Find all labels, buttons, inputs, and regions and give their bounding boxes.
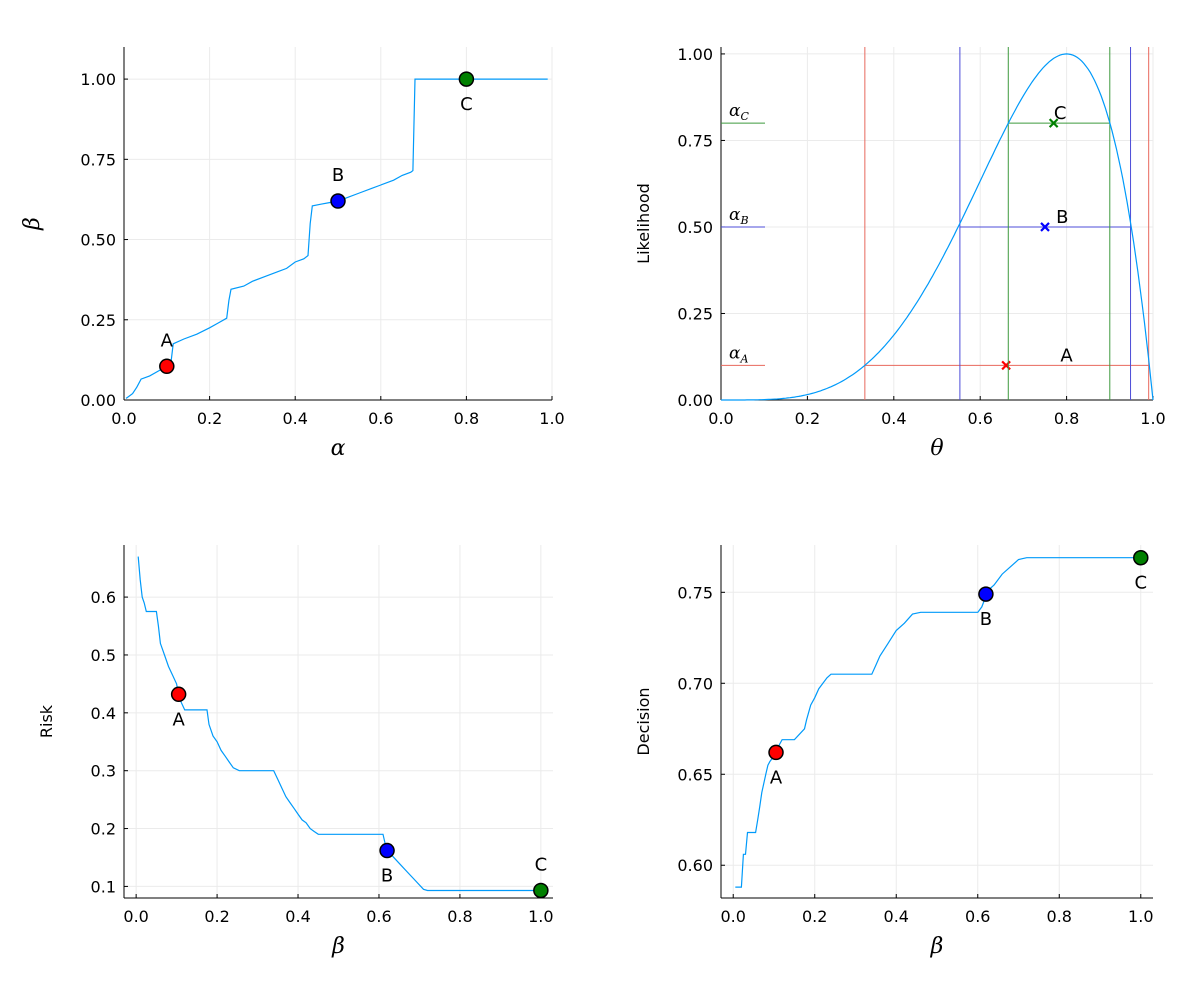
y-tick-label: 0.3 [91,762,116,781]
panel-decision: 0.0 0.2 0.4 0.6 0.8 1.0 0.60 0.65 0.70 0.75 β Decis… [634,545,1154,959]
y-axis-title: Decision [634,687,653,755]
point-c [458,71,475,87]
x-tick-label: 0.8 [454,409,479,428]
x-tick-label: 0.4 [884,907,909,926]
y-tick-label: 0.6 [91,588,116,607]
alpha-subscript: C [740,110,749,123]
estimate-cross-c [1048,118,1059,128]
alpha-symbol: α [729,101,741,121]
y-tick-label: 0.50 [80,231,116,250]
x-tick-label: 0.6 [368,409,393,428]
point-a [159,358,175,375]
beta-curve [125,78,548,399]
alpha-symbol: α [729,343,741,363]
x-tick-label: 0.6 [366,907,391,926]
point-label-a: A [161,330,174,351]
risk-curve [137,556,541,892]
x-tick-label: 0.2 [204,907,229,926]
y-tick-label: 0.5 [91,646,116,665]
x-tick-label: 0.2 [802,907,827,926]
y-tick-label: 0.60 [677,856,713,875]
alpha-subscript: A [739,352,748,365]
panel-beta-vs-alpha: 0.0 0.2 0.4 0.6 0.8 1.0 0.00 0.25 0.50 0.75 1.00 α β… [20,47,565,461]
y-axis-title: β [20,217,45,231]
x-tick-label: 0.8 [1047,907,1072,926]
point-b [379,842,395,859]
point-label-c: C [1134,573,1147,594]
y-tick-label: 0.65 [677,765,713,784]
point-label-b: B [332,165,344,186]
y-tick-label: 0.25 [677,304,713,323]
y-tick-label: 0.25 [80,311,116,330]
point-label-b: B [381,866,393,887]
x-tick-label: 1.0 [528,907,553,926]
x-tick-label: 0.0 [111,409,136,428]
x-tick-label: 0.4 [282,409,307,428]
y-tick-label: 0.1 [91,877,116,896]
x-tick-label: 0.6 [967,409,992,428]
x-axis-title: β [930,934,944,959]
y-tick-label: 0.2 [91,820,116,839]
point-b [330,193,346,209]
x-tick-label: 1.0 [539,409,564,428]
point-a [170,686,187,703]
y-axis-title: Likelihood [634,183,653,264]
point-label-b: B [980,609,992,630]
x-tick-label: 0.6 [965,907,990,926]
x-axis-title: θ [930,436,943,461]
x-tick-label: 1.0 [1128,907,1153,926]
x-tick-label: 0.8 [447,907,472,926]
point-c [533,882,549,899]
y-axis-title: Risk [37,704,56,738]
y-tick-label: 0.75 [677,131,713,150]
y-tick-label: 0.4 [91,704,116,723]
point-c [1133,549,1149,566]
x-tick-label: 0.2 [197,409,222,428]
y-tick-label: 1.00 [80,70,116,89]
alpha-label-c: αC [729,101,749,123]
point-label-a: A [770,767,783,788]
level-label-c: C [1054,103,1067,124]
y-tick-label: 0.70 [677,674,713,693]
point-label-c: C [535,854,548,875]
x-tick-label: 1.0 [1140,409,1165,428]
y-tick-label: 0.50 [677,218,713,237]
alpha-label-b: αB [729,205,749,227]
y-tick-label: 0.00 [677,391,713,410]
panel-likelihood: 0.0 0.2 0.4 0.6 0.8 1.0 0.00 0.25 0.50 0.75 1.00 θ L… [634,45,1166,461]
x-tick-label: 0.0 [123,907,148,926]
x-tick-label: 0.0 [720,907,745,926]
x-tick-label: 0.8 [1054,409,1079,428]
alpha-subscript: B [739,214,748,227]
estimate-cross-b [1040,222,1050,232]
alpha-symbol: α [729,205,741,225]
point-label-a: A [172,709,185,730]
x-tick-label: 0.4 [881,409,906,428]
y-tick-label: 0.75 [80,150,116,169]
panel-risk: 0.0 0.2 0.4 0.6 0.8 1.0 0.1 0.2 0.3 0.4 0.5 0.6 β Ris… [37,545,554,959]
x-axis-title: α [331,436,346,461]
point-b [978,586,994,602]
likelihood-curve [721,53,1154,401]
level-label-a: A [1060,345,1073,366]
x-tick-label: 0.0 [708,409,733,428]
point-label-c: C [460,94,473,115]
level-label-b: B [1056,207,1068,228]
x-tick-label: 0.2 [795,409,820,428]
y-tick-label: 0.00 [80,391,116,410]
x-tick-label: 0.4 [285,907,310,926]
alpha-label-a: αA [729,343,748,365]
y-tick-label: 1.00 [677,45,713,64]
point-a [768,744,784,761]
y-tick-label: 0.75 [677,583,713,602]
decision-curve [735,557,1141,888]
x-axis-title: β [331,934,345,959]
estimate-cross-a [1001,360,1011,371]
